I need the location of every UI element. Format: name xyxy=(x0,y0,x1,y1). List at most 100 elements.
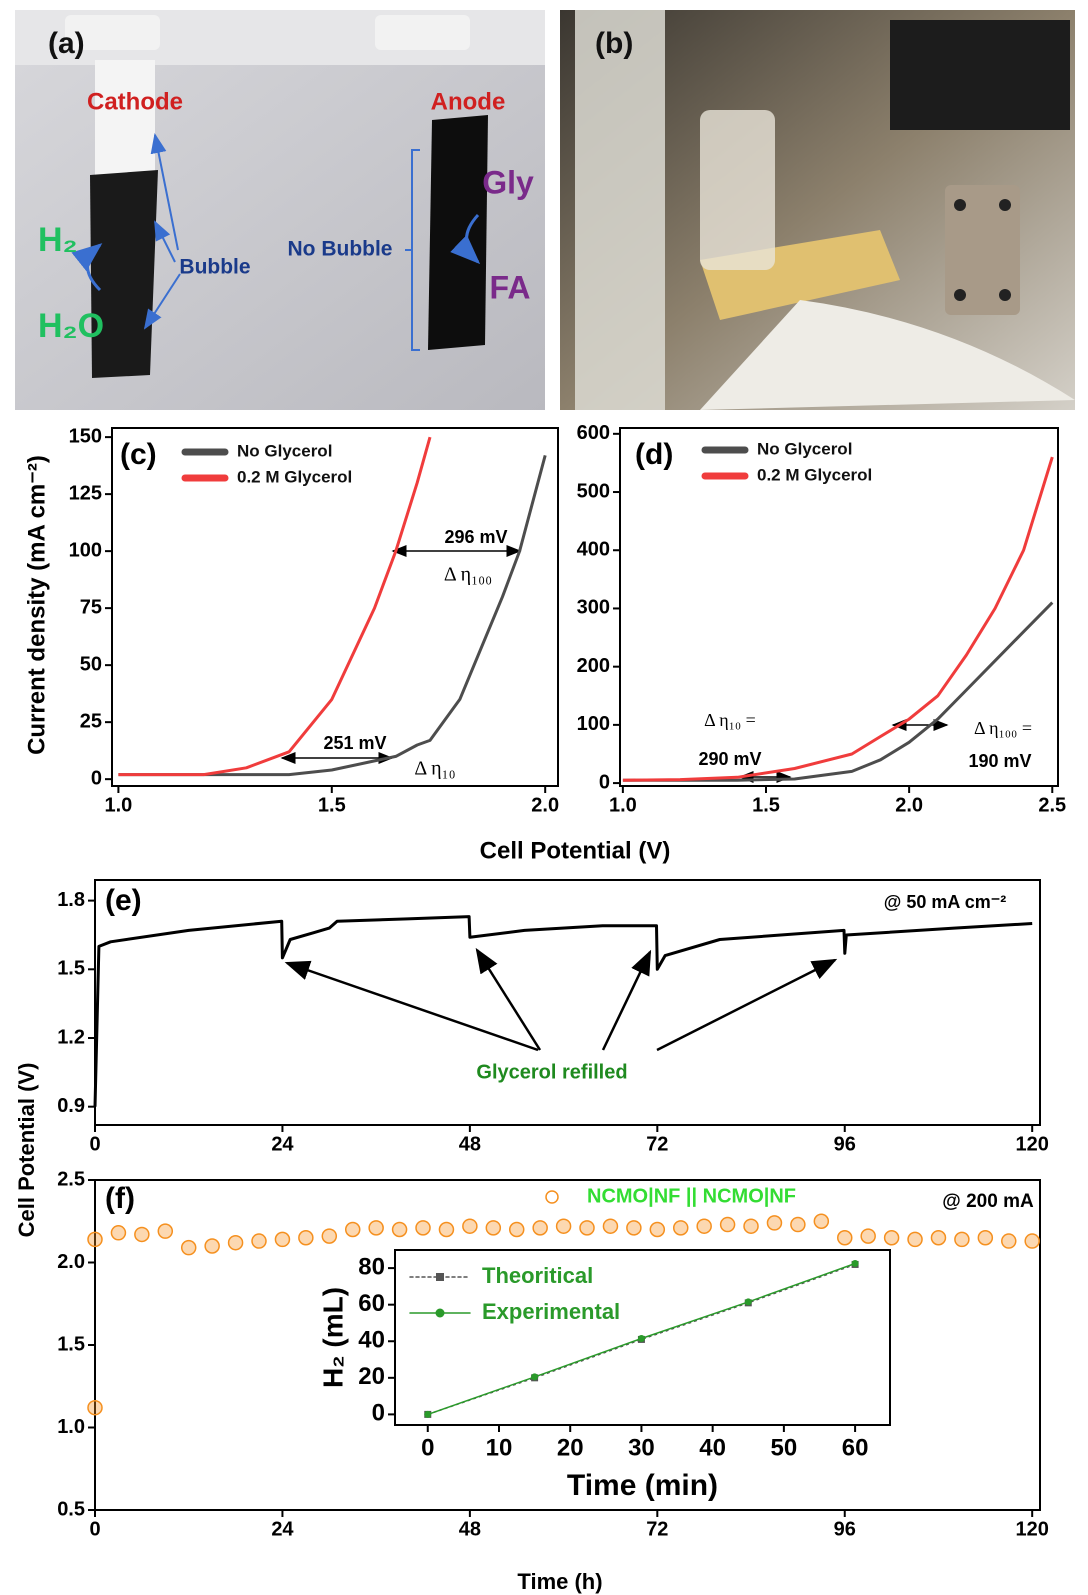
x-tick-label: 50 xyxy=(771,1434,798,1461)
scatter-point xyxy=(766,1215,783,1231)
x-tick-label: 2.0 xyxy=(531,794,559,816)
x-axis-label: Time (min) xyxy=(567,1469,718,1502)
panel-label: (a) xyxy=(48,27,85,60)
photo-b: (b) xyxy=(560,10,1075,410)
plot-frame xyxy=(619,427,1059,787)
scatter-point xyxy=(602,1218,619,1234)
x-tick-label: 0 xyxy=(89,1133,100,1155)
scatter-point xyxy=(930,1230,947,1246)
y-tick-label: 20 xyxy=(358,1363,385,1390)
y-tick-label: 0 xyxy=(372,1400,385,1427)
y-axis-label: Cell Potential (V) xyxy=(14,1063,39,1238)
x-tick-label: 48 xyxy=(459,1518,481,1540)
legend-symbol xyxy=(545,1190,559,1204)
x-axis-label: Time (h) xyxy=(517,1569,602,1594)
x-tick-label: 48 xyxy=(459,1133,481,1155)
legend-symbol xyxy=(435,1308,445,1318)
scatter-point xyxy=(227,1234,244,1251)
x-tick-label: 96 xyxy=(834,1133,856,1155)
scatter-point xyxy=(907,1231,923,1248)
scatter-point xyxy=(134,1226,150,1243)
y-tick-label: 1.5 xyxy=(57,1333,85,1355)
y-tick-label: 0 xyxy=(599,771,610,793)
x-tick-label: 72 xyxy=(646,1133,668,1155)
y-tick-label: 125 xyxy=(69,482,102,504)
x-tick-label: 96 xyxy=(834,1518,856,1540)
y-tick-label: 2.0 xyxy=(57,1251,85,1273)
y-tick-label: 50 xyxy=(80,653,102,675)
plot-frame xyxy=(94,879,1041,1126)
scatter-point xyxy=(555,1218,572,1234)
marker xyxy=(744,1298,752,1306)
y-tick-label: 100 xyxy=(577,713,610,735)
scatter-point xyxy=(672,1220,689,1236)
x-tick-label: 2.0 xyxy=(895,794,923,816)
label: FA xyxy=(490,269,531,305)
panel-label: (c) xyxy=(120,438,157,471)
scatter-point xyxy=(204,1238,220,1254)
scatter-point xyxy=(813,1213,830,1229)
scatter-point xyxy=(438,1221,455,1238)
y-tick-label: 100 xyxy=(69,539,102,561)
x-tick-label: 120 xyxy=(1016,1518,1049,1540)
scatter-point xyxy=(485,1220,502,1236)
y-axis-label: Current density (mA cm⁻²) xyxy=(23,455,50,755)
y-tick-label: 0 xyxy=(91,767,102,789)
y-tick-label: 150 xyxy=(69,425,102,447)
legend-label: 0.2 M Glycerol xyxy=(757,465,872,484)
annotation: 190 mV xyxy=(968,751,1031,771)
series-line xyxy=(118,455,547,777)
marker xyxy=(637,1335,645,1343)
scatter-point xyxy=(462,1218,478,1234)
y-tick-label: 1.5 xyxy=(57,958,85,980)
scatter-point xyxy=(110,1225,127,1241)
x-tick-label: 120 xyxy=(1016,1133,1049,1155)
legend-label: Theoritical xyxy=(482,1263,593,1288)
scatter-point xyxy=(883,1230,900,1246)
scatter-point xyxy=(1001,1233,1017,1249)
x-tick-label: 1.0 xyxy=(104,794,132,816)
x-tick-label: 1.5 xyxy=(318,794,346,816)
y-tick-label: 80 xyxy=(358,1253,385,1280)
y-tick-label: 25 xyxy=(80,710,102,732)
scatter-point xyxy=(157,1223,174,1239)
annotation: 290 mV xyxy=(698,749,761,769)
y-tick-label: 1.0 xyxy=(57,1416,85,1438)
annotation: Δ η₁₀₀ = xyxy=(974,718,1032,738)
scatter-point xyxy=(977,1230,994,1246)
x-tick-label: 10 xyxy=(486,1434,513,1461)
plot-frame xyxy=(111,427,559,787)
legend-label: No Glycerol xyxy=(237,441,332,460)
panel-label: (e) xyxy=(105,884,142,917)
scatter-point xyxy=(344,1221,361,1238)
x-tick-label: 20 xyxy=(557,1434,584,1461)
panel-label: (b) xyxy=(595,27,633,60)
annotation: @ 200 mA xyxy=(942,1191,1034,1212)
x-tick-label: 1.0 xyxy=(609,794,637,816)
x-axis-label: Cell Potential (V) xyxy=(480,837,671,864)
scatter-point xyxy=(743,1218,759,1234)
plot-frame xyxy=(394,1249,891,1426)
scatter-point xyxy=(696,1218,712,1234)
chart: 0 24 48 72 96 120 0.9 1.2 1.5 1.8 (e) @ 50 mA cm⁻² G… xyxy=(57,879,1049,1155)
scatter-point xyxy=(87,1231,103,1248)
scatter-point xyxy=(837,1230,853,1246)
scatter-point xyxy=(532,1220,548,1236)
scatter-point xyxy=(579,1220,595,1236)
label: Anode xyxy=(431,88,506,115)
y-tick-label: 0.9 xyxy=(57,1095,85,1117)
scatter-point xyxy=(649,1221,666,1238)
label: No Bubble xyxy=(288,238,393,261)
panel-label: (d) xyxy=(635,438,673,471)
y-tick-label: 500 xyxy=(577,480,610,502)
chart: 1.0 1.5 2.0 2.5 0 100 200 300 400 500 600 No Glycer… xyxy=(577,422,1067,816)
x-tick-label: 24 xyxy=(271,1133,294,1155)
scatter-point xyxy=(508,1221,525,1238)
x-tick-label: 24 xyxy=(271,1518,294,1540)
y-tick-label: 0.5 xyxy=(57,1498,85,1520)
photo-a: (a) Cathode Anode H₂ H₂O Bubble No Bubbl… xyxy=(15,10,545,410)
annotation: @ 50 mA cm⁻² xyxy=(884,892,1006,912)
scatter-point xyxy=(298,1230,314,1246)
label: Cathode xyxy=(87,88,183,115)
annotation: 296 mV xyxy=(444,527,507,547)
